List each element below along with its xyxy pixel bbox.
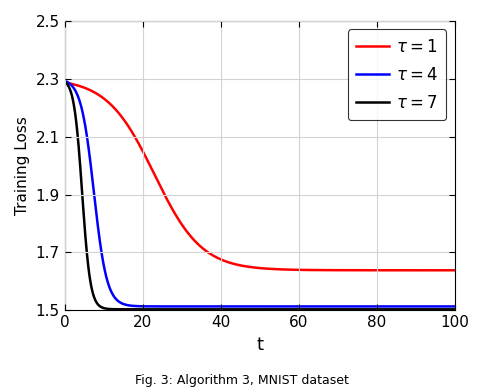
Line: $\tau = 7$: $\tau = 7$: [65, 81, 454, 309]
Text: Fig. 3: Algorithm 3, MNIST dataset: Fig. 3: Algorithm 3, MNIST dataset: [135, 374, 349, 387]
$\tau = 4$: [251, 304, 257, 309]
$\tau = 1$: [452, 268, 457, 273]
$\tau = 7$: [440, 307, 446, 312]
$\tau = 4$: [62, 78, 68, 83]
$\tau = 4$: [440, 304, 446, 309]
$\tau = 1$: [440, 268, 446, 273]
$\tau = 7$: [82, 223, 88, 228]
Legend: $\tau = 1$, $\tau = 4$, $\tau = 7$: $\tau = 1$, $\tau = 4$, $\tau = 7$: [348, 29, 446, 120]
$\tau = 4$: [82, 120, 88, 124]
$\tau = 4$: [369, 304, 375, 309]
$\tau = 7$: [369, 307, 375, 312]
X-axis label: t: t: [256, 336, 263, 353]
$\tau = 7$: [440, 307, 446, 312]
$\tau = 7$: [229, 307, 235, 312]
$\tau = 7$: [241, 307, 247, 312]
Y-axis label: Training Loss: Training Loss: [15, 116, 30, 215]
Line: $\tau = 1$: $\tau = 1$: [65, 83, 454, 270]
$\tau = 1$: [440, 268, 446, 273]
$\tau = 1$: [369, 268, 375, 273]
$\tau = 4$: [328, 304, 334, 309]
$\tau = 7$: [62, 79, 68, 84]
$\tau = 4$: [241, 304, 247, 309]
$\tau = 1$: [82, 85, 88, 90]
$\tau = 1$: [241, 264, 247, 268]
Line: $\tau = 4$: $\tau = 4$: [65, 81, 454, 307]
$\tau = 4$: [440, 304, 446, 309]
$\tau = 7$: [452, 307, 457, 312]
$\tau = 4$: [452, 304, 457, 309]
$\tau = 1$: [62, 80, 68, 85]
$\tau = 7$: [252, 307, 257, 312]
$\tau = 1$: [251, 265, 257, 270]
